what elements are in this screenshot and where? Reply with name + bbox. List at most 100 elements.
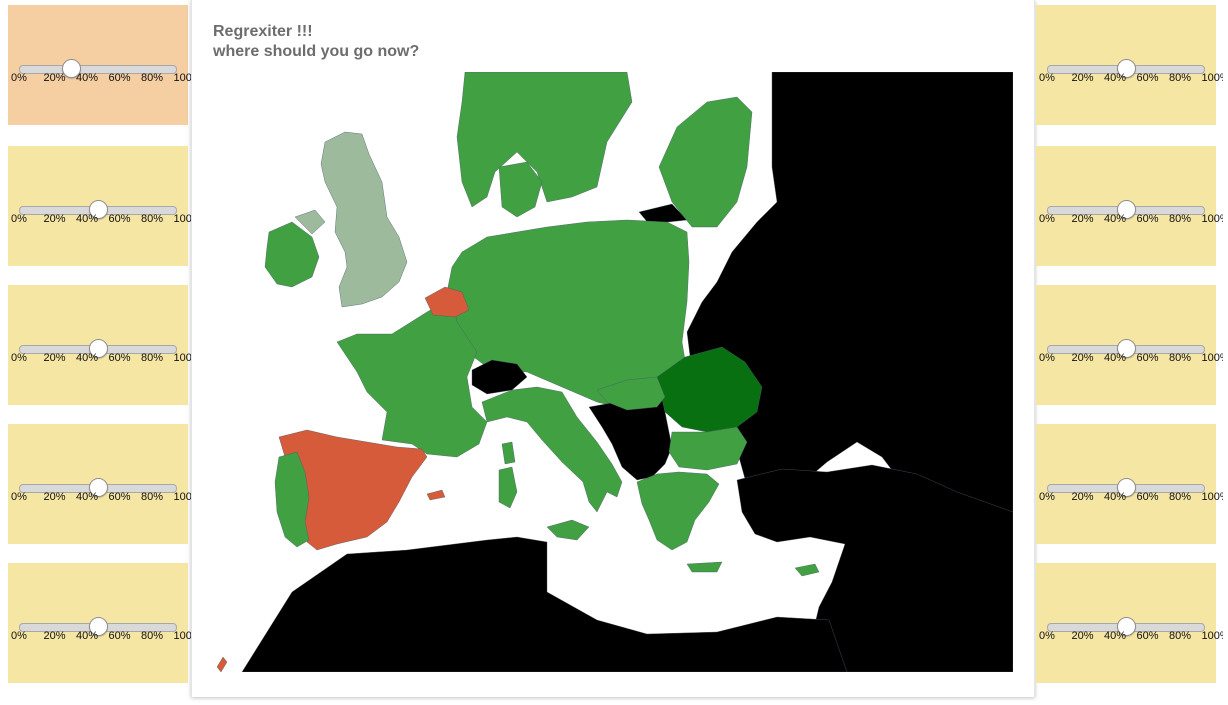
title-line-2: where should you go now? <box>213 43 420 60</box>
scale-label: 80% <box>141 213 164 225</box>
scale-label: 80% <box>1169 213 1192 225</box>
scale-label: 100% <box>173 72 196 84</box>
slider-scale-labels: 0% 20% 40% 60% 80% 100% <box>1039 630 1223 644</box>
region-sicily[interactable] <box>546 519 590 541</box>
scale-label: 80% <box>1169 352 1192 364</box>
scale-label: 100% <box>173 213 196 225</box>
right-control-panel-3: 0% 20% 40% 60% 80% 100% <box>1036 285 1223 405</box>
left-slider-5[interactable] <box>13 617 183 636</box>
scale-label: 20% <box>1071 630 1094 642</box>
scale-label: 100% <box>1201 72 1224 84</box>
region-balearic[interactable] <box>426 489 446 501</box>
scale-label: 100% <box>173 352 196 364</box>
scale-label: 60% <box>1136 491 1159 503</box>
right-slider-3[interactable] <box>1041 339 1211 358</box>
slider-scale-labels: 0% 20% 40% 60% 80% 100% <box>11 72 195 86</box>
slider-handle[interactable] <box>1117 617 1136 636</box>
scale-label: 0% <box>11 352 27 364</box>
scale-label: 100% <box>1201 352 1224 364</box>
region-hungary[interactable] <box>596 376 666 411</box>
region-italy[interactable] <box>481 386 623 513</box>
scale-label: 80% <box>1169 491 1192 503</box>
slider-scale-labels: 0% 20% 40% 60% 80% 100% <box>11 491 195 505</box>
region-greece[interactable] <box>636 471 720 551</box>
region-corsica[interactable] <box>501 441 516 465</box>
region-spain-south-tip[interactable] <box>217 656 228 672</box>
scale-label: 80% <box>141 491 164 503</box>
left-control-panel-2: 0% 20% 40% 60% 80% 100% <box>8 146 195 266</box>
page-title: Regrexiter !!! where should you go now? <box>213 22 419 62</box>
region-bulgaria[interactable] <box>668 426 748 471</box>
region-sardinia[interactable] <box>498 466 518 509</box>
region-cyprus[interactable] <box>794 563 820 577</box>
left-slider-3[interactable] <box>13 339 183 358</box>
left-control-panel-3: 0% 20% 40% 60% 80% 100% <box>8 285 195 405</box>
europe-map[interactable] <box>217 72 1013 672</box>
slider-scale-labels: 0% 20% 40% 60% 80% 100% <box>1039 491 1223 505</box>
scale-label: 40% <box>1104 213 1127 225</box>
scale-label: 40% <box>76 352 99 364</box>
slider-handle[interactable] <box>89 478 108 497</box>
right-slider-5[interactable] <box>1041 617 1211 636</box>
scale-label: 20% <box>1071 213 1094 225</box>
scale-label: 40% <box>76 630 99 642</box>
scale-label: 0% <box>1039 72 1055 84</box>
region-belgium[interactable] <box>424 286 470 318</box>
scale-label: 0% <box>1039 213 1055 225</box>
region-switzerland[interactable] <box>471 359 528 395</box>
scale-label: 100% <box>173 630 196 642</box>
left-control-panel-4: 0% 20% 40% 60% 80% 100% <box>8 424 195 544</box>
slider-handle[interactable] <box>1117 59 1136 78</box>
right-control-panel-5: 0% 20% 40% 60% 80% 100% <box>1036 563 1223 683</box>
map-svg[interactable] <box>217 72 1013 672</box>
scale-label: 80% <box>1169 72 1192 84</box>
region-uk[interactable] <box>320 131 408 308</box>
region-denmark[interactable] <box>498 161 543 218</box>
scale-label: 60% <box>108 72 131 84</box>
scale-label: 0% <box>11 630 27 642</box>
scale-label: 0% <box>1039 491 1055 503</box>
scale-label: 0% <box>1039 630 1055 642</box>
left-slider-1[interactable] <box>13 59 183 78</box>
slider-handle[interactable] <box>1117 478 1136 497</box>
scale-label: 20% <box>43 213 66 225</box>
region-ireland[interactable] <box>264 221 320 288</box>
slider-handle[interactable] <box>1117 200 1136 219</box>
right-control-panel-4: 0% 20% 40% 60% 80% 100% <box>1036 424 1223 544</box>
scale-label: 60% <box>1136 72 1159 84</box>
slider-handle[interactable] <box>89 200 108 219</box>
left-control-panel-1: 0% 20% 40% 60% 80% 100% <box>8 5 195 125</box>
scale-label: 20% <box>1071 72 1094 84</box>
left-slider-4[interactable] <box>13 478 183 497</box>
scale-label: 60% <box>108 352 131 364</box>
left-slider-2[interactable] <box>13 200 183 219</box>
scale-label: 20% <box>1071 491 1094 503</box>
region-finland[interactable] <box>658 96 753 228</box>
scale-label: 40% <box>1104 630 1127 642</box>
slider-handle[interactable] <box>1117 339 1136 358</box>
region-crete[interactable] <box>686 561 723 573</box>
slider-handle[interactable] <box>89 339 108 358</box>
slider-track[interactable] <box>19 65 177 74</box>
scale-label: 40% <box>76 491 99 503</box>
region-romania[interactable] <box>656 346 763 433</box>
right-slider-1[interactable] <box>1041 59 1211 78</box>
title-line-1: Regrexiter !!! <box>213 23 313 40</box>
scale-label: 60% <box>1136 352 1159 364</box>
scale-label: 20% <box>43 491 66 503</box>
region-portugal[interactable] <box>274 451 310 548</box>
scale-label: 80% <box>1169 630 1192 642</box>
scale-label: 40% <box>76 213 99 225</box>
slider-scale-labels: 0% 20% 40% 60% 80% 100% <box>11 630 195 644</box>
region-northern-ireland[interactable] <box>294 209 326 235</box>
region-north-africa[interactable] <box>241 536 848 672</box>
slider-scale-labels: 0% 20% 40% 60% 80% 100% <box>1039 352 1223 366</box>
scale-label: 60% <box>108 491 131 503</box>
slider-handle[interactable] <box>89 617 108 636</box>
right-slider-2[interactable] <box>1041 200 1211 219</box>
right-slider-4[interactable] <box>1041 478 1211 497</box>
scale-label: 40% <box>1104 72 1127 84</box>
right-control-panel-1: 0% 20% 40% 60% 80% 100% <box>1036 5 1223 125</box>
scale-label: 0% <box>11 491 27 503</box>
slider-handle[interactable] <box>62 59 82 78</box>
